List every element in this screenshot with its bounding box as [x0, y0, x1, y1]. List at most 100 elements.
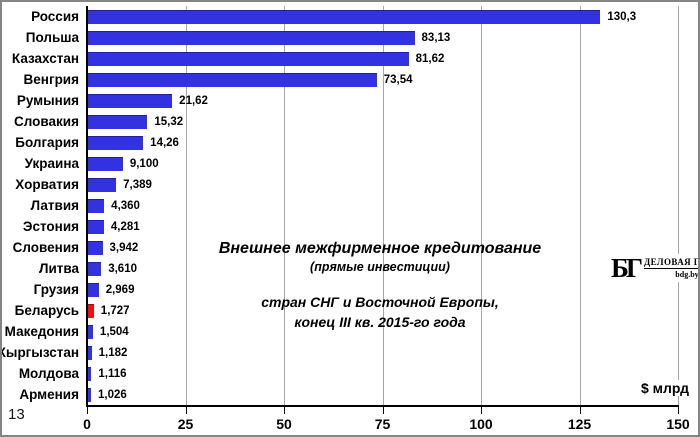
bar-zone: 4,360	[87, 195, 678, 216]
value-label: 3,610	[108, 262, 137, 275]
category-label: Армения	[19, 387, 79, 402]
category-label: Молдова	[18, 366, 79, 381]
axis-tick	[579, 405, 581, 414]
axis-tick	[678, 405, 679, 414]
bar-row: Венгрия 73,54	[2, 69, 678, 90]
bar-row: Кыргызстан 1,182	[2, 342, 678, 363]
category-label: Польша	[25, 30, 79, 45]
value-label: 9,100	[129, 157, 159, 170]
bar-row: Казахстан 81,62	[2, 48, 678, 69]
logo-site-url: bdg.by	[675, 270, 699, 280]
bar-row: Армения 1,026	[2, 384, 678, 405]
newspaper-logo: БГ ДЕЛОВАЯ ГАЗЕТА bdg.by	[608, 253, 699, 283]
category-label: Казахстан	[11, 51, 79, 66]
bar	[87, 51, 409, 66]
bar-row: Молдова 1,116	[2, 363, 678, 384]
category-label: Словакия	[14, 114, 79, 129]
bar-zone: 73,54	[87, 69, 678, 90]
bar-row: Польша 83,13	[2, 27, 678, 48]
bar	[87, 261, 102, 276]
category-label: Литва	[38, 261, 79, 276]
value-label: 73,54	[383, 73, 413, 86]
category-label: Македония	[4, 324, 79, 339]
category-label: Грузия	[33, 282, 79, 297]
chart-title: Внешнее межфирменное кредитование	[218, 240, 542, 257]
bar-zone: 2,969	[87, 279, 678, 300]
bar-zone: 1,727	[87, 300, 678, 321]
axis-tick-label: 0	[83, 416, 91, 432]
bar	[87, 324, 93, 339]
axis-tick-label: 125	[567, 416, 592, 432]
category-label: Словения	[12, 240, 79, 255]
bar-row: Украина 9,100	[2, 153, 678, 174]
bar-row: Болгария 14,26	[2, 132, 678, 153]
bar	[87, 240, 103, 255]
axis-tick-label: 150	[666, 416, 690, 432]
axis-tick-label: 25	[177, 416, 194, 432]
category-label: Румыния	[16, 93, 79, 108]
bar-row: Беларусь 1,727	[2, 300, 678, 321]
value-label: 3,942	[109, 241, 139, 254]
bar	[87, 198, 105, 213]
bar-row: Хорватия 7,389	[2, 174, 678, 195]
bar	[87, 93, 173, 108]
value-label: 4,360	[111, 199, 140, 212]
value-label: 14,26	[150, 136, 179, 149]
bar-zone: 130,3	[87, 6, 678, 27]
bar-row: Грузия 2,969	[2, 279, 678, 300]
axis-tick	[382, 405, 384, 414]
chart-caption-line2: конец III кв. 2015-го года	[294, 313, 466, 330]
category-label: Россия	[31, 9, 79, 24]
chart-caption-line1: стран СНГ и Восточной Европы,	[261, 293, 499, 310]
value-label: 4,281	[110, 220, 140, 233]
category-label: Эстония	[22, 219, 79, 234]
bar-row: Эстония 4,281	[2, 216, 678, 237]
bar	[87, 30, 415, 45]
gridline	[284, 6, 285, 405]
chart-subtitle: (прямые инвестиции)	[310, 260, 450, 275]
plot-area: 0 25 50 75 100 125 150	[83, 6, 690, 432]
logo-monogram: БГ	[611, 253, 643, 283]
bar	[87, 345, 92, 360]
bar	[87, 135, 144, 150]
value-label: 81,62	[415, 52, 445, 65]
bar-row: Словения 3,942	[2, 237, 678, 258]
axis-tick-label: 75	[374, 416, 391, 432]
bar	[87, 303, 94, 318]
bar-zone: 1,504	[87, 321, 678, 342]
bar-row: Россия 130,3	[2, 6, 678, 27]
logo-text: ДЕЛОВАЯ ГАЗЕТА bdg.by	[644, 257, 699, 280]
bar-zone: 3,942	[87, 237, 678, 258]
value-label: 1,026	[98, 388, 127, 401]
bar-zone: 1,116	[87, 363, 678, 384]
value-label: 1,727	[100, 304, 130, 317]
gridline	[481, 6, 482, 405]
value-label: 1,504	[99, 325, 129, 338]
bar-zone: 83,13	[87, 27, 678, 48]
bar-zone: 1,026	[87, 384, 678, 405]
gridline	[579, 6, 581, 405]
bar	[87, 366, 92, 381]
axis-tick	[284, 405, 285, 414]
bar	[87, 9, 601, 24]
category-label: Беларусь	[14, 303, 79, 318]
category-label: Украина	[24, 156, 79, 171]
bar	[87, 177, 117, 192]
bar	[87, 156, 123, 171]
bar-row: Литва 3,610	[2, 258, 678, 279]
value-label: 1,116	[98, 367, 127, 380]
category-label: Венгрия	[23, 72, 79, 87]
bar-zone: 81,62	[87, 48, 678, 69]
bar-zone: 4,281	[87, 216, 678, 237]
axis-tick-label: 100	[469, 416, 493, 432]
axis-tick-label: 50	[276, 416, 292, 432]
chart-title-block: Внешнее межфирменное кредитование (прямы…	[170, 240, 590, 330]
value-label: 1,182	[98, 346, 128, 359]
category-label: Хорватия	[15, 177, 79, 192]
bar-row: Латвия 4,360	[2, 195, 678, 216]
gridline	[185, 6, 187, 405]
value-label: 2,969	[105, 283, 135, 296]
value-label: 83,13	[421, 31, 451, 44]
bar-zone: 15,32	[87, 111, 678, 132]
axis-tick	[87, 405, 88, 414]
